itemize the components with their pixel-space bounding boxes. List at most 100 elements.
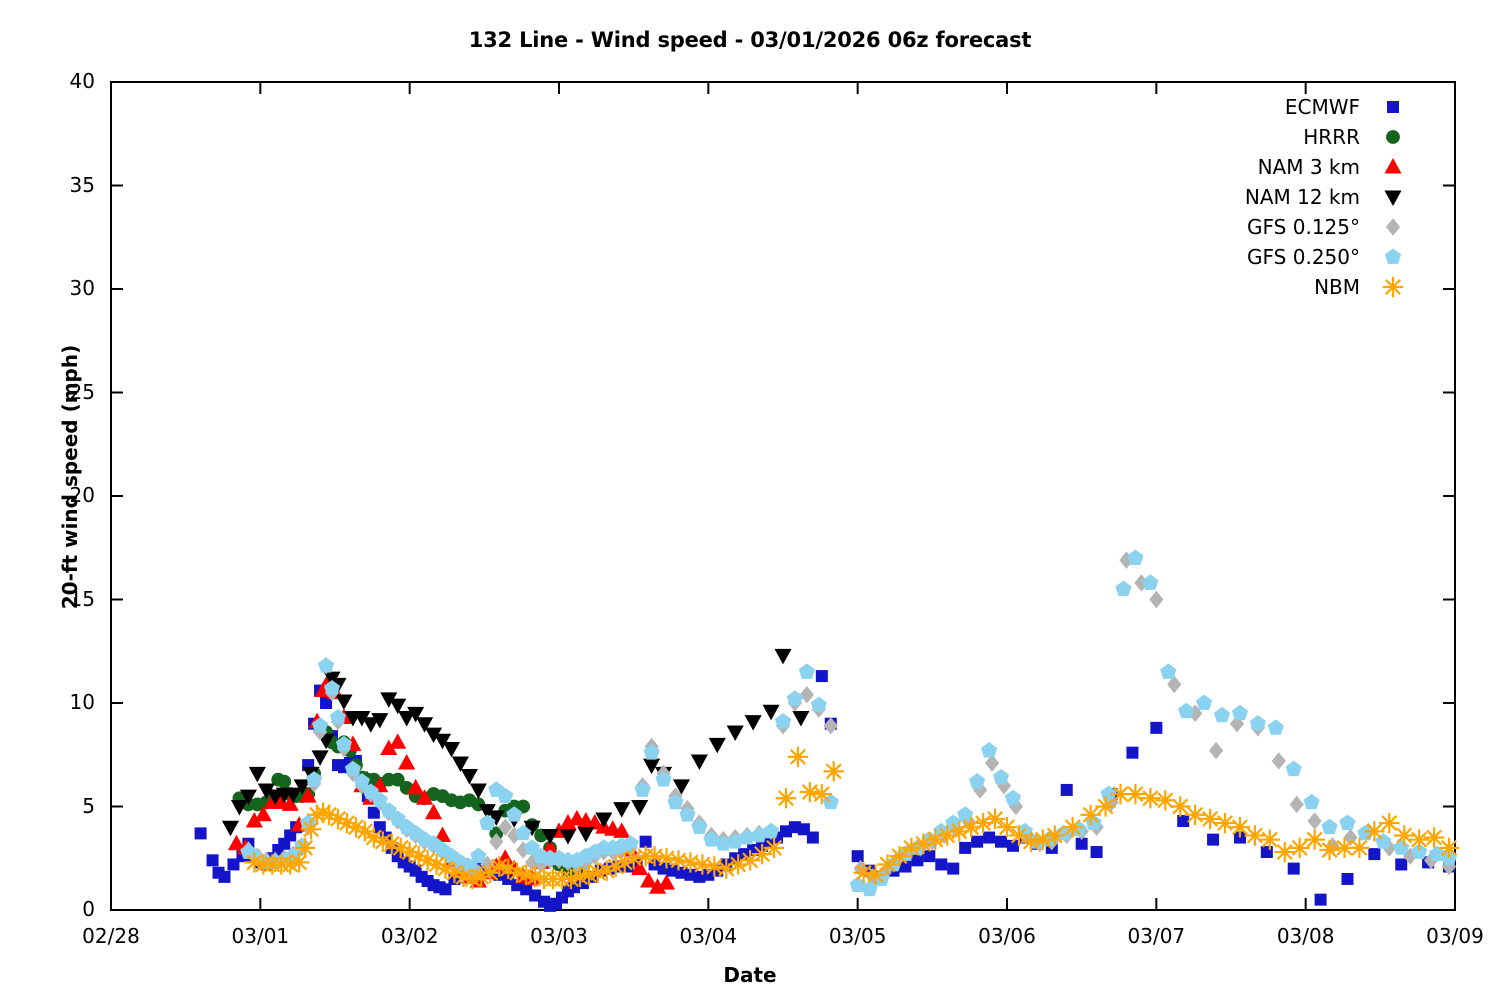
data-point-asterisk: [1244, 825, 1266, 846]
data-point-triangle-down: [433, 733, 452, 750]
y-tick-label: 0: [82, 897, 95, 921]
data-point-diamond: [1119, 551, 1134, 569]
data-point-square: [1233, 831, 1246, 844]
data-point-diamond: [1343, 828, 1358, 847]
data-point-square: [206, 854, 219, 867]
y-tick-label: 30: [69, 276, 95, 300]
data-point-asterisk: [1199, 808, 1221, 830]
legend-label: HRRR: [1303, 125, 1360, 149]
data-point-asterisk: [1184, 804, 1206, 825]
data-point-diamond: [1271, 752, 1286, 770]
data-point-triangle-up: [407, 778, 425, 795]
legend-item-nbm[interactable]: NBM: [1245, 272, 1404, 302]
legend-marker-asterisk-icon: [1382, 272, 1404, 302]
data-point-asterisk: [692, 854, 713, 875]
data-point-pentagon: [992, 769, 1010, 785]
data-point-asterisk: [1364, 821, 1385, 842]
x-tick-label: 03/03: [530, 924, 588, 948]
legend-item-nam-3-km[interactable]: NAM 3 km: [1245, 152, 1404, 182]
data-point-asterisk: [787, 746, 809, 768]
legend-item-gfs-0-125-[interactable]: GFS 0.125°: [1245, 212, 1404, 242]
data-point-triangle-up: [433, 826, 452, 842]
data-point-asterisk: [1423, 827, 1445, 848]
data-point-square: [995, 835, 1008, 848]
data-point-diamond: [1385, 218, 1401, 236]
data-point-pentagon: [634, 781, 651, 797]
legend-item-nam-12-km[interactable]: NAM 12 km: [1245, 182, 1404, 212]
x-tick-label: 03/09: [1426, 924, 1484, 948]
data-point-pentagon: [980, 742, 998, 758]
legend-label: NBM: [1314, 275, 1360, 299]
data-point-asterisk: [811, 783, 833, 805]
x-tick-label: 03/04: [679, 924, 738, 948]
data-point-square: [1150, 721, 1163, 734]
data-point-triangle-up: [416, 789, 434, 805]
data-point-triangle-up: [245, 811, 263, 828]
data-point-pentagon: [1249, 715, 1266, 731]
legend-item-gfs-0-250-[interactable]: GFS 0.250°: [1245, 242, 1404, 272]
data-point-asterisk: [668, 850, 689, 871]
data-point-pentagon: [861, 880, 878, 897]
data-point-diamond: [1134, 574, 1149, 592]
data-point-pentagon: [1393, 839, 1410, 855]
legend-label: GFS 0.125°: [1247, 215, 1360, 239]
data-point-pentagon: [751, 826, 768, 843]
data-point-asterisk: [1334, 837, 1355, 859]
data-point-triangle-up: [398, 754, 416, 770]
data-point-asterisk: [1140, 788, 1161, 809]
data-point-triangle-up: [425, 803, 443, 820]
data-point-triangle-up: [254, 805, 272, 822]
data-point-asterisk: [901, 837, 922, 859]
legend-marker-diamond-icon: [1382, 212, 1404, 242]
data-point-asterisk: [1259, 829, 1281, 850]
data-point-triangle-down: [248, 766, 266, 783]
y-tick-label: 40: [69, 69, 95, 93]
data-point-square: [1006, 839, 1019, 852]
data-point-asterisk: [1319, 839, 1340, 861]
data-point-triangle-up: [613, 822, 631, 838]
data-point-pentagon: [344, 760, 362, 777]
data-point-triangle-up: [631, 859, 649, 876]
data-point-pentagon: [515, 824, 532, 841]
data-point-square: [373, 821, 386, 834]
data-point-triangle-down: [257, 783, 275, 799]
data-point-triangle-down: [380, 692, 398, 708]
data-point-diamond: [799, 686, 815, 704]
data-point-diamond: [1208, 741, 1224, 760]
data-point-triangle-up: [389, 733, 407, 749]
data-point-triangle-down: [398, 711, 416, 727]
legend-item-hrrr[interactable]: HRRR: [1245, 122, 1404, 152]
legend-item-ecmwf[interactable]: ECMWF: [1245, 92, 1404, 122]
data-point-triangle-up: [227, 834, 245, 851]
data-point-pentagon: [335, 735, 353, 752]
data-point-square: [218, 870, 231, 883]
data-point-asterisk: [1349, 837, 1370, 859]
data-point-pentagon: [945, 814, 962, 830]
data-point-pentagon: [1285, 760, 1302, 777]
data-point-square: [1177, 814, 1190, 827]
data-point-diamond: [1167, 675, 1182, 694]
data-point-pentagon: [479, 814, 496, 830]
x-tick-label: 03/01: [231, 924, 290, 948]
data-point-triangle-down: [460, 768, 478, 785]
data-point-pentagon: [497, 787, 514, 804]
data-point-triangle-down: [407, 706, 425, 723]
data-point-asterisk: [1110, 783, 1131, 805]
data-point-asterisk: [1229, 817, 1251, 838]
data-point-pentagon: [786, 690, 804, 706]
data-point-circle: [390, 772, 405, 787]
data-point-pentagon: [1127, 549, 1144, 565]
data-point-triangle-down: [774, 648, 792, 665]
data-point-pentagon: [1303, 793, 1320, 810]
data-point-asterisk: [1438, 837, 1460, 859]
data-point-asterisk: [972, 812, 994, 834]
data-point-triangle-down: [353, 711, 371, 727]
data-point-pentagon: [703, 831, 720, 847]
data-point-asterisk: [996, 817, 1018, 838]
data-point-asterisk: [960, 817, 982, 838]
series-gfs-0-250-: [240, 549, 1458, 897]
data-point-asterisk: [889, 845, 910, 867]
data-point-triangle-down: [523, 820, 541, 837]
data-point-pentagon: [1160, 663, 1177, 679]
data-point-triangle-down: [451, 756, 469, 773]
